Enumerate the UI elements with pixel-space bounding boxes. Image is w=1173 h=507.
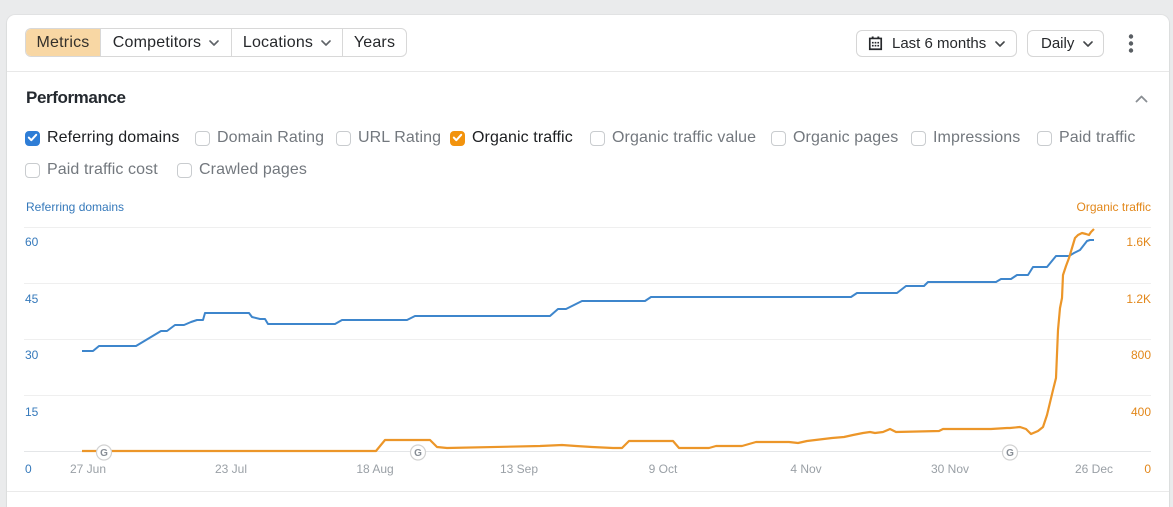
svg-text:G: G [100,448,108,459]
svg-text:G: G [414,448,422,459]
svg-text:G: G [1006,448,1014,459]
